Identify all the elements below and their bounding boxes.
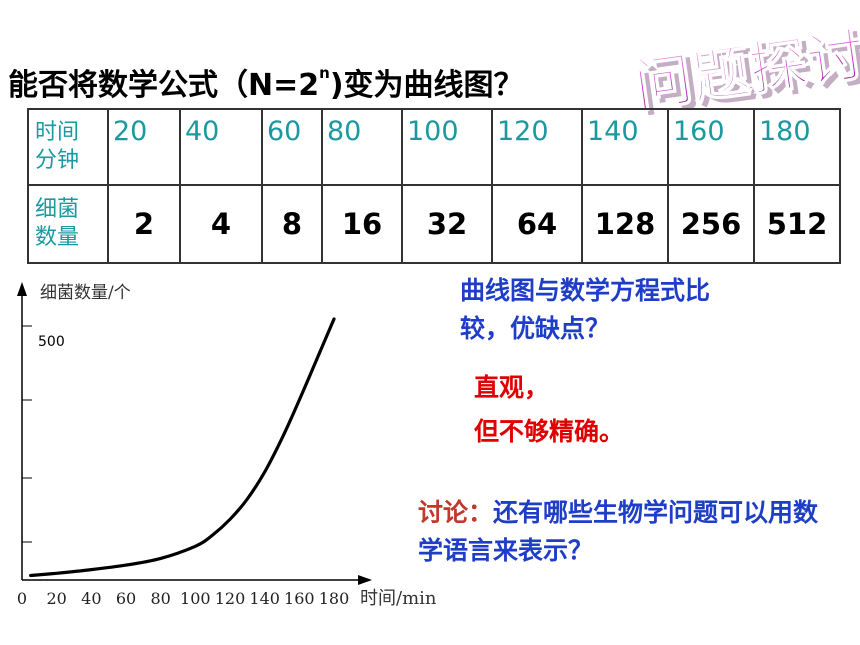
count-cell: 2 <box>107 184 181 264</box>
time-header: 时间 分钟 <box>27 108 109 186</box>
x-axis-arrow <box>358 575 372 585</box>
discussion-body: 还有哪些生物学问题可以用数学语言来表示？ <box>418 498 819 565</box>
banner-text: 问题探讨 <box>630 20 860 115</box>
count-cell: 8 <box>261 184 323 264</box>
count-cell: 64 <box>491 184 583 264</box>
y-axis-label: 细菌数量/个 <box>40 283 131 303</box>
page-title: 能否将数学公式（N=2n)变为曲线图？ <box>8 60 524 104</box>
x-tick-label: 180 <box>319 589 350 608</box>
time-cell: 60 <box>261 108 323 186</box>
x-tick-label: 80 <box>150 589 170 608</box>
banner-wordart: 问题探讨 问题探讨 <box>629 20 860 115</box>
y-tick-label: 500 <box>38 334 65 350</box>
count-cell: 512 <box>753 184 841 264</box>
time-cell: 120 <box>491 108 583 186</box>
title-superscript: n <box>319 64 330 82</box>
time-cell: 140 <box>581 108 669 186</box>
x-tick-label: 120 <box>215 589 246 608</box>
y-axis-arrow <box>17 282 27 296</box>
growth-chart: 细菌数量/个 时间/min 500 0 20 40 60 80 100 120 140 160 1… <box>17 282 437 609</box>
time-cell: 80 <box>321 108 403 186</box>
x-tick-label: 0 <box>17 589 27 608</box>
count-cell: 256 <box>667 184 755 264</box>
time-cell: 100 <box>401 108 493 186</box>
time-cell: 160 <box>667 108 755 186</box>
x-tick-label: 160 <box>284 589 315 608</box>
discussion-text: 讨论：还有哪些生物学问题可以用数学语言来表示？ <box>418 494 838 570</box>
discussion-label: 讨论： <box>418 498 494 527</box>
y-ticks <box>22 325 32 543</box>
time-cell: 180 <box>753 108 841 186</box>
count-row: 细菌 数量 2 4 8 16 32 64 128 256 512 <box>27 184 841 264</box>
answer-line-2: 但不够精确。 <box>474 417 625 446</box>
x-axis-label: 时间/min <box>360 588 437 609</box>
count-cell: 4 <box>179 184 263 264</box>
data-table: 时间 分钟 20 40 60 80 100 120 140 160 180 细菌… <box>27 108 841 264</box>
count-cell: 128 <box>581 184 669 264</box>
x-tick-label: 20 <box>46 589 66 608</box>
time-row: 时间 分钟 20 40 60 80 100 120 140 160 180 <box>27 108 841 186</box>
title-tail: )变为曲线图？ <box>329 68 524 103</box>
count-header: 细菌 数量 <box>27 184 109 264</box>
growth-curve <box>29 317 336 578</box>
title-text: 能否将数学公式（N=2 <box>8 68 320 103</box>
answer-line-1: 直观， <box>474 373 550 402</box>
x-tick-label: 140 <box>249 589 280 608</box>
x-tick-labels: 0 20 40 60 80 100 120 140 160 180 <box>17 589 349 608</box>
x-tick-label: 60 <box>116 589 136 608</box>
count-cell: 32 <box>401 184 493 264</box>
question-text: 曲线图与数学方程式比 较，优缺点？ <box>460 276 711 343</box>
x-tick-label: 40 <box>81 589 101 608</box>
time-cell: 40 <box>179 108 263 186</box>
x-tick-label: 100 <box>180 589 211 608</box>
time-cell: 20 <box>107 108 181 186</box>
count-cell: 16 <box>321 184 403 264</box>
